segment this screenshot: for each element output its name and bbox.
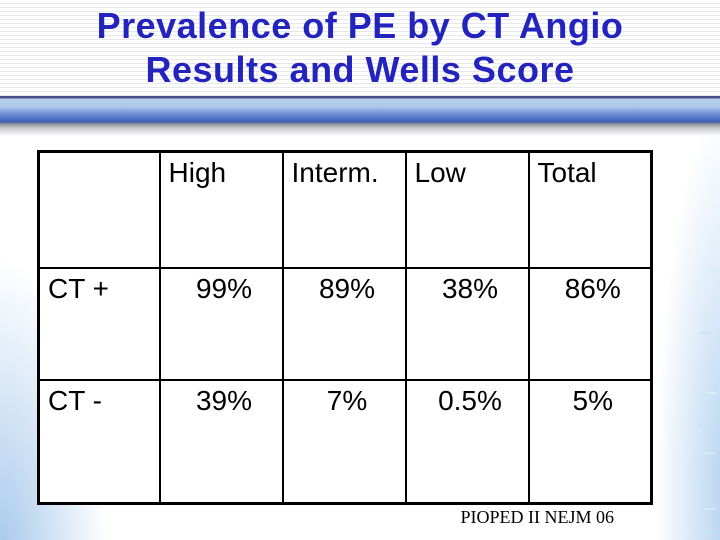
edge-dash [706, 268, 716, 270]
table-cell: 89% [281, 267, 407, 381]
edge-dash [699, 424, 708, 426]
edge-dash [699, 332, 711, 334]
row-label-ct-positive: CT + [37, 267, 161, 381]
header-cell-empty [37, 150, 161, 269]
slide-title: Prevalence of PE by CT Angio Results and… [0, 4, 720, 92]
table-row-ct-positive: CT + 99% 89% 38% 86% [37, 267, 653, 381]
citation: PIOPED II NEJM 06 [460, 507, 614, 527]
edge-dash [704, 508, 716, 510]
edge-dash [700, 482, 710, 484]
title-divider-bar [0, 96, 720, 136]
title-line-2: Results and Wells Score [145, 49, 575, 90]
table-cell: 5% [527, 379, 653, 505]
table-cell: 99% [158, 267, 284, 381]
table-header-row: High Interm. Low Total [37, 150, 653, 269]
edge-dash [702, 530, 712, 532]
table-cell: 0.5% [404, 379, 530, 505]
table-cell: 86% [527, 267, 653, 381]
header-cell-total: Total [527, 150, 653, 269]
header-cell-high: High [158, 150, 284, 269]
row-label-ct-negative: CT - [37, 379, 161, 505]
table-row-ct-negative: CT - 39% 7% 0.5% 5% [37, 379, 653, 505]
prevalence-table: High Interm. Low Total CT + 99% 89% 38% … [37, 150, 653, 505]
title-line-1: Prevalence of PE by CT Angio [96, 5, 624, 46]
table-cell: 7% [281, 379, 407, 505]
table-cell: 38% [404, 267, 530, 381]
edge-dash [703, 452, 715, 454]
edge-dash [707, 392, 717, 394]
header-cell-interm: Interm. [281, 150, 407, 269]
table-cell: 39% [158, 379, 284, 505]
header-cell-low: Low [404, 150, 530, 269]
